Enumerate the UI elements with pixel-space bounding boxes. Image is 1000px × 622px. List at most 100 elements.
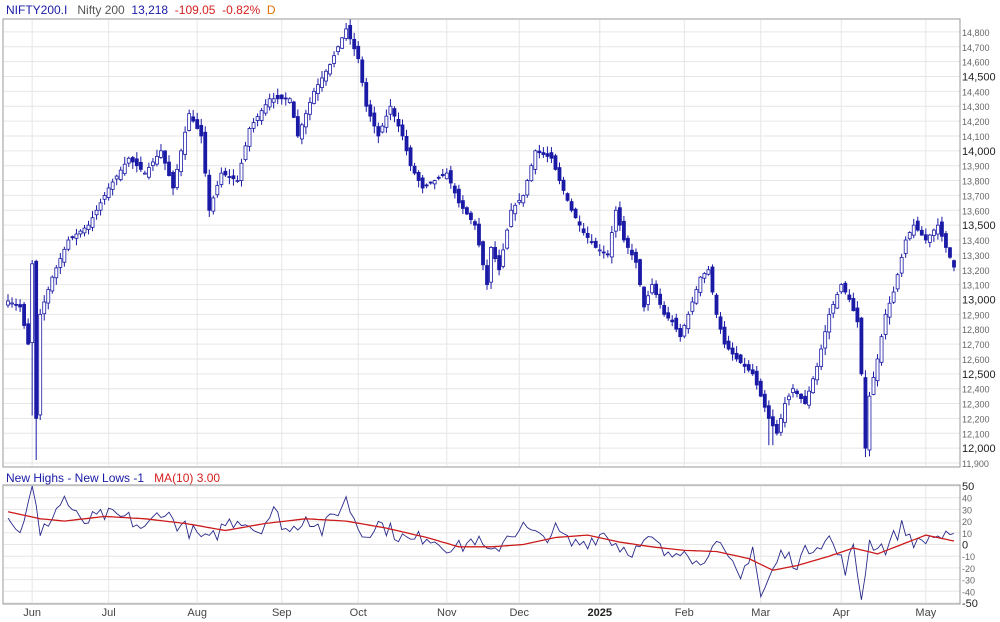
candle-body	[638, 259, 642, 286]
price-tick-label: 13,500	[962, 220, 996, 232]
candle-body	[646, 295, 650, 305]
candle-body	[682, 325, 687, 337]
candle-body	[678, 328, 683, 338]
candle-body	[146, 167, 151, 178]
candle-body	[658, 293, 663, 305]
candle-body	[167, 161, 171, 177]
candle-body	[746, 364, 751, 371]
candle-body	[215, 185, 220, 196]
candle-body	[360, 59, 365, 83]
candle-body	[581, 228, 586, 233]
indicator-tick-label: 40	[962, 494, 972, 504]
candle-body	[501, 249, 506, 267]
candle-body	[839, 284, 844, 293]
instrument-name: Nifty 200	[77, 3, 125, 17]
candle-body	[525, 180, 530, 196]
candle-body	[505, 229, 510, 249]
candle-body	[251, 122, 256, 129]
candle-body	[489, 247, 493, 283]
price-tick-label: 14,800	[962, 28, 990, 38]
month-label: Nov	[437, 607, 457, 619]
period-label[interactable]: D	[266, 3, 276, 17]
candle-body	[931, 229, 936, 236]
candle-body	[179, 150, 183, 173]
candle-body	[811, 378, 816, 394]
price-axis: 11,900 12,000 12,100 12,200 12,300 12,400 12,5…	[962, 28, 996, 469]
candle-body	[295, 116, 300, 137]
month-label: Apr	[833, 607, 850, 619]
candle-body	[344, 28, 349, 39]
candle-body	[541, 152, 546, 155]
candle-body	[867, 395, 872, 451]
candle-body	[831, 304, 836, 314]
candle-body	[948, 247, 952, 258]
candle-body	[557, 167, 562, 181]
price-tick-label: 12,200	[962, 414, 990, 424]
candle-body	[287, 98, 292, 103]
candle-body	[78, 230, 83, 235]
price-tick-label: 12,400	[962, 385, 990, 395]
candle-body	[98, 202, 103, 211]
time-axis: Jun Jul Aug Sep Oct Nov Dec 2025 Feb Mar Apr May	[23, 607, 936, 619]
candle-body	[324, 70, 328, 82]
candle-body	[388, 105, 393, 115]
indicator-tick-label: 30	[962, 505, 972, 515]
price-panel-frame	[2, 18, 961, 468]
candle-body	[911, 224, 916, 236]
price-tick-label: 14,500	[962, 71, 996, 83]
indicator-tick-label: 20	[962, 517, 972, 527]
candle-body	[903, 239, 908, 254]
candle-body	[787, 395, 791, 401]
candle-body	[448, 170, 453, 184]
candle-body	[340, 37, 345, 49]
price-change: -109.05	[174, 3, 216, 17]
price-gridlines	[4, 20, 960, 466]
candle-body	[875, 358, 880, 382]
candle-body	[312, 90, 316, 104]
candle-body	[722, 326, 727, 345]
candle-body	[469, 212, 473, 220]
candle-body	[706, 269, 711, 275]
price-tick-label: 14,000	[962, 146, 996, 158]
candle-body	[791, 388, 795, 393]
candle-body	[537, 150, 542, 154]
candle-body	[424, 184, 429, 187]
candle-body	[613, 209, 618, 232]
candle-body	[404, 136, 409, 152]
candle-body	[561, 179, 566, 191]
month-label: Feb	[675, 607, 694, 619]
candle-body	[662, 304, 667, 315]
candle-body	[30, 263, 35, 343]
candle-body	[356, 45, 361, 60]
candle-body	[376, 126, 381, 137]
candle-body	[710, 266, 715, 293]
candle-body	[316, 84, 320, 94]
candle-body	[895, 274, 900, 290]
candle-body	[827, 313, 832, 333]
candle-body	[726, 340, 731, 350]
candle-body	[835, 294, 840, 309]
price-tick-label: 13,600	[962, 206, 990, 216]
candle-body	[460, 200, 465, 209]
candle-body	[328, 64, 332, 75]
candle-body	[871, 377, 876, 395]
candle-body	[473, 221, 477, 226]
candle-body	[799, 393, 803, 400]
price-tick-label: 12,700	[962, 340, 990, 350]
symbol-label[interactable]: NIFTY200.I	[6, 3, 68, 17]
candle-body	[670, 319, 675, 323]
candle-body	[203, 131, 208, 174]
indicator-series	[7, 485, 955, 600]
candle-body	[521, 195, 526, 204]
candle-body	[380, 125, 385, 133]
candle-body	[38, 313, 43, 416]
price-tick-label: 14,600	[962, 58, 990, 68]
price-tick-label: 13,200	[962, 266, 990, 276]
candle-body	[456, 188, 461, 204]
indicator-tick-label: 10	[962, 529, 972, 539]
candle-body	[915, 220, 920, 231]
candle-body	[223, 170, 228, 176]
price-tick-label: 14,100	[962, 132, 990, 142]
candle-body	[94, 209, 99, 216]
